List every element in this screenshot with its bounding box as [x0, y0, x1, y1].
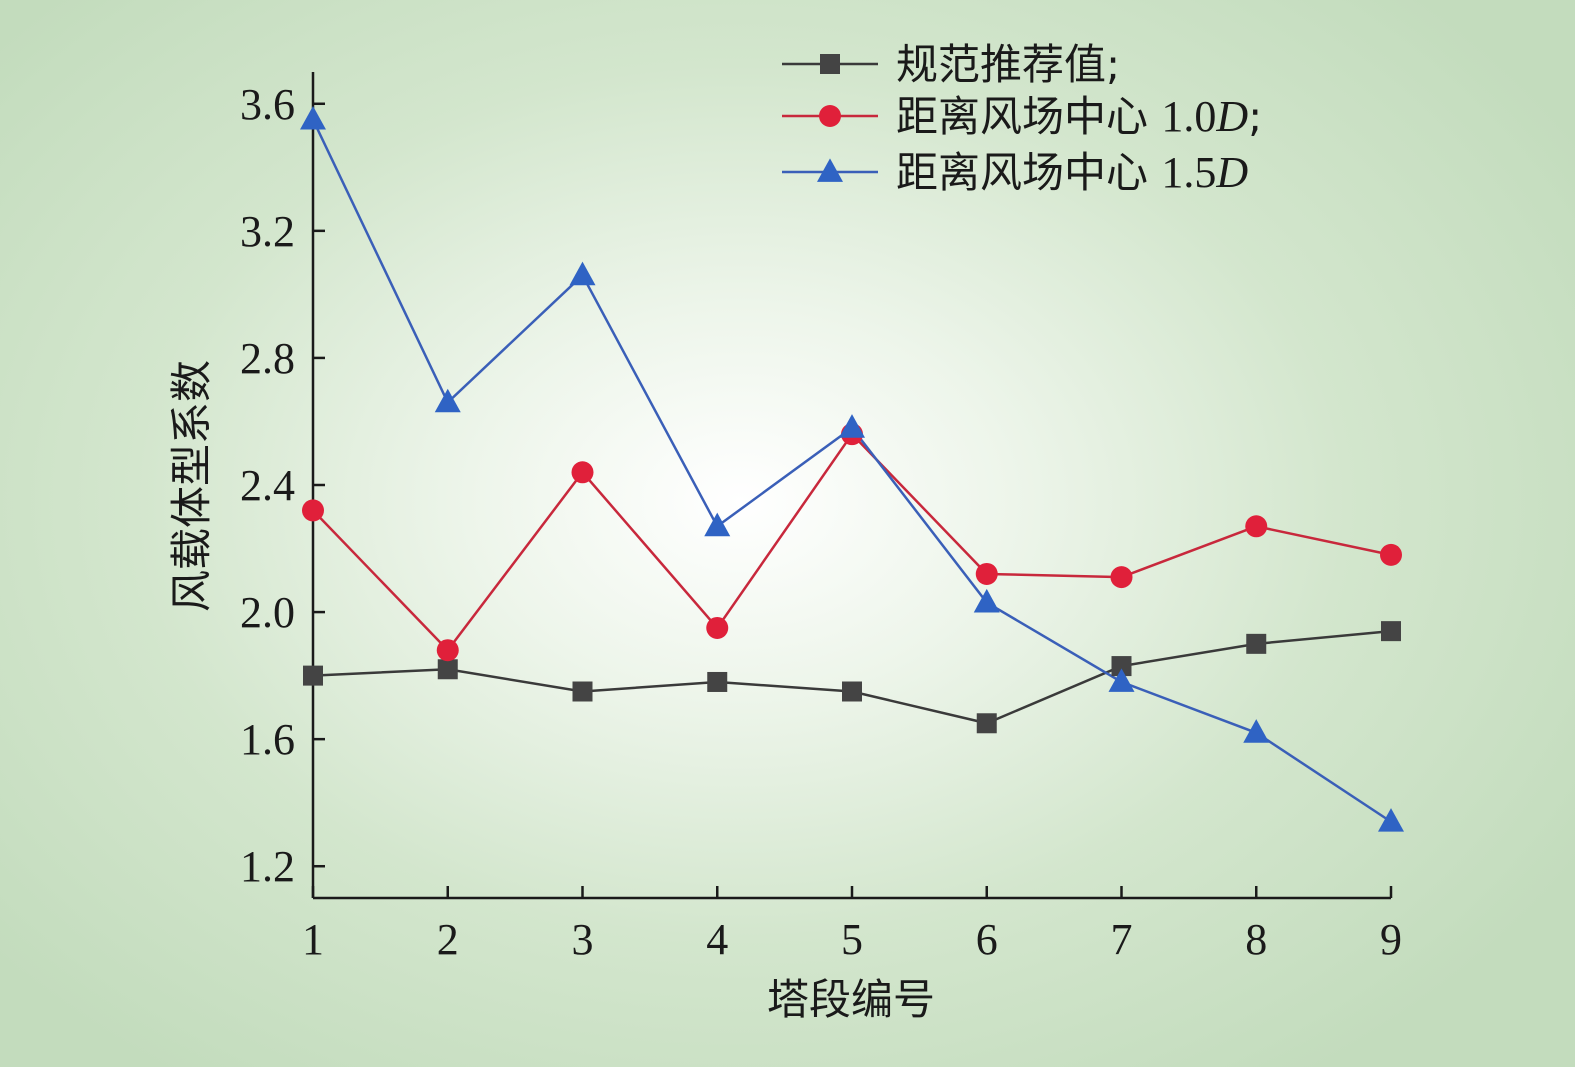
data-point — [1378, 808, 1404, 832]
y-tick-label: 2.8 — [240, 334, 295, 383]
x-axis-title: 塔段编号 — [767, 975, 935, 1024]
y-tick-label: 2.0 — [240, 588, 295, 637]
data-point — [569, 261, 596, 286]
x-tick-label: 5 — [841, 915, 863, 964]
legend-label-number: 1.0 — [1161, 92, 1216, 141]
legend-label-number: 1.5 — [1161, 148, 1216, 197]
data-point — [1246, 633, 1267, 654]
data-point — [1243, 719, 1270, 743]
data-point — [1380, 543, 1402, 566]
data-point — [973, 588, 1000, 613]
legend: 规范推荐值;距离风场中心 1.0D;距离风场中心 1.5D — [782, 40, 1262, 197]
series-3-markers — [300, 106, 1404, 832]
data-point — [434, 388, 461, 413]
legend-label-symbol: D — [1215, 92, 1248, 141]
data-point — [300, 106, 326, 130]
legend-label-suffix: ; — [1248, 92, 1262, 141]
data-point — [976, 713, 997, 734]
data-point — [1108, 668, 1135, 692]
legend-label: 距离风场中心 1.5D — [896, 148, 1248, 197]
legend-label-symbol: D — [1215, 148, 1248, 197]
x-ticks: 1 2 3 4 5 6 7 8 9 — [302, 886, 1402, 964]
legend-label-text: 规范推荐值 — [896, 40, 1106, 89]
series-markers — [300, 106, 1404, 832]
y-tick-label: 1.2 — [240, 842, 295, 891]
legend-label-suffix: ; — [1106, 40, 1120, 89]
data-point — [704, 512, 731, 537]
data-point — [302, 499, 324, 522]
data-point — [839, 414, 865, 438]
data-point — [436, 639, 459, 662]
series-2-markers — [302, 423, 1402, 662]
y-tick-label: 1.6 — [240, 715, 295, 764]
data-point — [1110, 566, 1133, 589]
y-ticks: 1.2 1.6 2.0 2.4 2.8 3.2 3.6 — [240, 80, 325, 891]
series-line-1 — [312, 629, 1392, 725]
data-point — [437, 659, 458, 680]
data-point — [706, 616, 729, 639]
data-point — [303, 665, 323, 686]
x-tick-label: 3 — [572, 915, 594, 964]
x-tick-label: 9 — [1380, 915, 1402, 964]
series-line-3 — [311, 119, 1392, 823]
legend-item-1: 规范推荐值; — [782, 40, 1120, 89]
x-tick-label: 7 — [1111, 915, 1133, 964]
series-line-2 — [312, 432, 1392, 653]
data-point — [571, 461, 594, 484]
data-point — [707, 671, 728, 692]
y-tick-label: 3.6 — [240, 80, 295, 129]
legend-item-3: 距离风场中心 1.5D — [782, 148, 1248, 197]
legend-marker-swatch — [820, 54, 840, 74]
legend-label: 规范推荐值; — [896, 40, 1120, 89]
legend-label-text: 距离风场中心 — [896, 148, 1161, 197]
legend-marker-swatch — [817, 158, 843, 182]
y-axis-title: 风载体型系数 — [167, 360, 216, 612]
legend-item-2: 距离风场中心 1.0D; — [782, 92, 1262, 141]
data-point — [842, 681, 862, 702]
data-point — [1381, 621, 1401, 642]
data-point — [1245, 515, 1268, 538]
data-point — [1111, 656, 1132, 677]
y-tick-label: 3.2 — [240, 207, 295, 256]
x-tick-label: 2 — [437, 915, 459, 964]
legend-label: 距离风场中心 1.0D; — [896, 92, 1262, 141]
x-tick-label: 4 — [706, 915, 728, 964]
x-tick-label: 6 — [976, 915, 998, 964]
x-tick-label: 1 — [302, 915, 324, 964]
series-lines — [311, 119, 1392, 823]
data-point — [975, 562, 998, 585]
legend-marker-swatch — [819, 105, 841, 127]
y-tick-label: 2.4 — [240, 461, 295, 510]
x-tick-label: 8 — [1245, 915, 1267, 964]
legend-label-text: 距离风场中心 — [896, 92, 1161, 141]
series-1-markers — [303, 621, 1401, 734]
data-point — [572, 681, 593, 702]
